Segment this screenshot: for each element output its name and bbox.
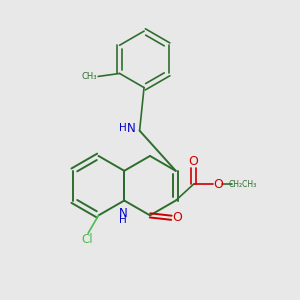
Text: N: N bbox=[118, 207, 127, 220]
Text: O: O bbox=[213, 178, 223, 191]
Text: H: H bbox=[119, 215, 127, 225]
Text: N: N bbox=[127, 122, 136, 135]
Text: O: O bbox=[189, 155, 199, 168]
Text: H: H bbox=[119, 123, 127, 133]
Text: CH₂CH₃: CH₂CH₃ bbox=[229, 180, 257, 189]
Text: CH₃: CH₃ bbox=[81, 72, 97, 81]
Text: Cl: Cl bbox=[82, 233, 93, 246]
Text: O: O bbox=[172, 211, 182, 224]
